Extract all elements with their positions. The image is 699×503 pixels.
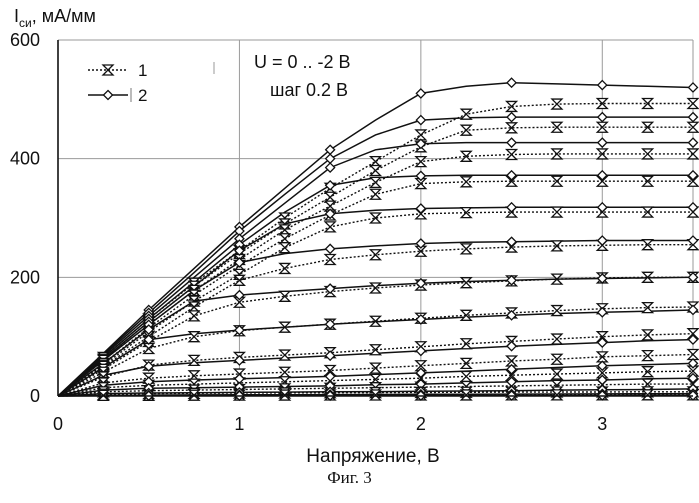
figure-caption: Фиг. 3 (0, 468, 699, 488)
series-2-curve-3-point (507, 138, 516, 147)
series-2-curve-5-point (689, 203, 698, 212)
series-1-curve-3-point (461, 151, 471, 161)
series-2-curve-1-point (689, 83, 698, 92)
series-2-curve-2-point (689, 113, 698, 122)
y-axis-label-units: , мА/мм (32, 6, 96, 26)
series-2-curve-5-point (507, 203, 516, 212)
series-2-curve-1-point (598, 81, 607, 90)
series-2-curve-9-point (235, 356, 244, 365)
y-axis-label-subscript: си (19, 16, 32, 30)
series-2-curve-3-point (416, 139, 425, 148)
series-2-curve-1-point (507, 78, 516, 87)
series-2-curve-6-point (689, 236, 698, 245)
x-tick-label: 2 (416, 414, 426, 434)
series-1-curve-9-point (371, 345, 381, 355)
series-2-curve-2-point (598, 113, 607, 122)
series-1-curve-2-point (371, 166, 381, 176)
series-1-curve-11-point (643, 367, 653, 377)
series-1-curve-4-point (643, 176, 653, 186)
series-1-curve-6-point (280, 263, 290, 273)
series-1-curve-1-point (597, 98, 607, 108)
y-tick-label: 600 (10, 30, 40, 50)
series-1-curve-2-point (643, 122, 653, 132)
legend-box (78, 50, 166, 104)
series-2-curve-8-point (689, 305, 698, 314)
annotation: U = 0 .. -2 В шаг 0.2 В (248, 44, 398, 102)
series-2-curve-9-point (507, 342, 516, 351)
series-1-curve-2-point (507, 123, 517, 133)
series-1-curve-7-point (280, 291, 290, 301)
x-tick-label: 1 (234, 414, 244, 434)
series-1-curve-4-point (371, 189, 381, 199)
series-1-curve-5-point (280, 243, 290, 253)
series-2-curve-6-point (507, 237, 516, 246)
series-2-curve-3-point (598, 138, 607, 147)
series-2-curve-9-point (416, 346, 425, 355)
series-2-curve-3-point (689, 138, 698, 147)
series-1-curve-3-point (597, 149, 607, 159)
series-2-curve-4-point (326, 181, 335, 190)
series-2-curve-6-point (326, 244, 335, 253)
annotation-step: шаг 0.2 В (270, 80, 348, 100)
series-1-curve-5-point (371, 213, 381, 223)
legend: 1 2 (78, 50, 214, 105)
x-axis-label: Напряжение, В (306, 446, 439, 467)
series-2-curve-6-point (598, 236, 607, 245)
series-1-curve-6-point (234, 275, 244, 285)
x-tick-label: 0 (53, 414, 63, 434)
series-1-curve-3-point (371, 177, 381, 187)
y-tick-label: 400 (10, 149, 40, 169)
y-axis-label: Iси, мА/мм (14, 6, 96, 30)
series-2-curve-2-point (416, 116, 425, 125)
series-2-curve-5-point (416, 204, 425, 213)
x-tick-label: 3 (597, 414, 607, 434)
series-2-curve-1-point (416, 89, 425, 98)
legend-label-1: 1 (138, 61, 147, 80)
series-2-curve-5-point (598, 203, 607, 212)
annotation-voltage-range: U = 0 .. -2 В (254, 52, 351, 72)
y-tick-label: 0 (30, 386, 40, 406)
series-1-curve-3-point (688, 149, 698, 159)
y-tick-label: 200 (10, 267, 40, 287)
series-1-curve-10-point (461, 358, 471, 368)
legend-label-2: 2 (138, 86, 147, 105)
series-2-curve-2-point (507, 113, 516, 122)
series-1-curve-7-point (189, 311, 199, 321)
series-2-curve-6-point (235, 258, 244, 267)
